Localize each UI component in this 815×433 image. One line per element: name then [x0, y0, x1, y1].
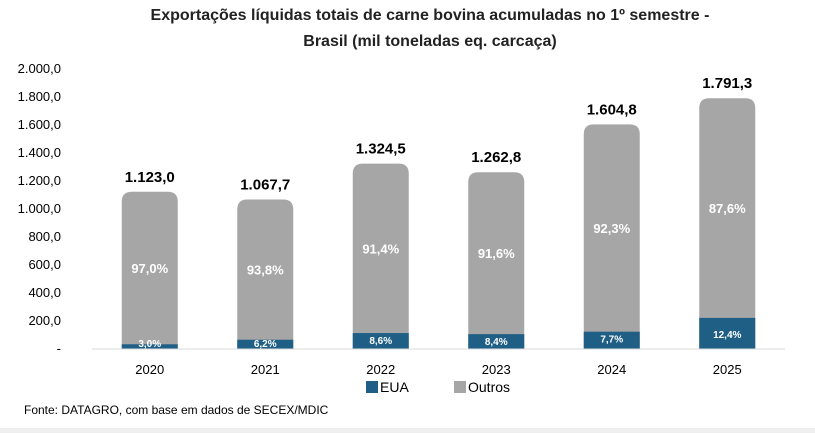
pct-label-eua-2023: 8,4%: [485, 337, 508, 348]
legend: EUA Outros: [366, 379, 510, 395]
total-label-2023: 1.262,8: [471, 149, 521, 166]
total-label-2025: 1.791,3: [702, 75, 752, 92]
x-axis: 2020 2021 2022 2023 2024 2025: [135, 362, 741, 377]
bar-outros-2021: [237, 199, 294, 349]
bar-eua-2022: [352, 333, 409, 349]
legend-label-eua: EUA: [380, 379, 409, 395]
bar-eua-2020: [121, 344, 178, 349]
pct-label-outros-2024: 92,3%: [593, 221, 630, 236]
x-tick-label-2024: 2024: [597, 362, 626, 377]
legend-swatch-eua: [366, 381, 378, 393]
bar-outros-2022: [352, 163, 409, 349]
pct-label-eua-2025: 12,4%: [713, 330, 741, 341]
y-axis: - 200,0 400,0 600,0 800,0 1.000,0 1.200,0 1.400…: [18, 61, 61, 356]
y-tick-label: 1.400,0: [18, 145, 61, 160]
y-tick-label: 600,0: [28, 257, 61, 272]
bar-outros-2020: [121, 191, 178, 349]
x-tick-label-2025: 2025: [713, 362, 742, 377]
bar-outros-2023: [468, 172, 525, 349]
pct-label-outros-2021: 93,8%: [247, 263, 284, 278]
bar-eua-2024: [583, 331, 640, 349]
pct-label-outros-2020: 97,0%: [131, 261, 168, 276]
pct-label-outros-2023: 91,6%: [478, 246, 515, 261]
source-note: Fonte: DATAGRO, com base em dados de SEC…: [24, 403, 329, 417]
bar-outros-2024: [583, 124, 640, 349]
bar-outros-2025: [699, 98, 756, 349]
x-tick-label-2022: 2022: [366, 362, 395, 377]
y-tick-label: 2.000,0: [18, 61, 61, 76]
legend-swatch-outros: [454, 381, 466, 393]
y-tick-label: 1.200,0: [18, 173, 61, 188]
x-tick-label-2021: 2021: [251, 362, 280, 377]
chart-title-line-1: Exportações líquidas totais de carne bov…: [151, 7, 710, 24]
bars: 1.123,0 97,0% 3,0% 1.067,7 93,8% 6,2% 1.324,5 9…: [121, 75, 756, 350]
y-tick-label: 800,0: [28, 229, 61, 244]
total-label-2020: 1.123,0: [125, 169, 175, 186]
y-tick-label: 1.800,0: [18, 89, 61, 104]
y-tick-label: 200,0: [28, 313, 61, 328]
total-label-2022: 1.324,5: [356, 141, 406, 158]
chart-title-line-2: Brasil (mil toneladas eq. carcaça): [303, 33, 556, 50]
bar-eua-2023: [468, 334, 525, 349]
x-tick-label-2023: 2023: [482, 362, 511, 377]
total-label-2021: 1.067,7: [240, 177, 290, 194]
bottom-strip: [0, 428, 815, 433]
pct-label-eua-2024: 7,7%: [600, 335, 623, 346]
pct-label-outros-2022: 91,4%: [362, 241, 399, 256]
total-label-2024: 1.604,8: [587, 101, 637, 118]
pct-label-outros-2025: 87,6%: [709, 201, 746, 216]
pct-label-eua-2020: 3,0%: [138, 339, 161, 350]
bar-eua-2021: [237, 339, 294, 349]
y-tick-label: 400,0: [28, 285, 61, 300]
y-tick-label: 1.600,0: [18, 117, 61, 132]
bar-eua-2025: [699, 317, 756, 349]
pct-label-eua-2022: 8,6%: [369, 336, 392, 347]
pct-label-eua-2021: 6,2%: [254, 339, 277, 350]
x-tick-label-2020: 2020: [135, 362, 164, 377]
y-tick-label: -: [57, 341, 61, 356]
legend-label-outros: Outros: [468, 379, 510, 395]
y-tick-label: 1.000,0: [18, 201, 61, 216]
